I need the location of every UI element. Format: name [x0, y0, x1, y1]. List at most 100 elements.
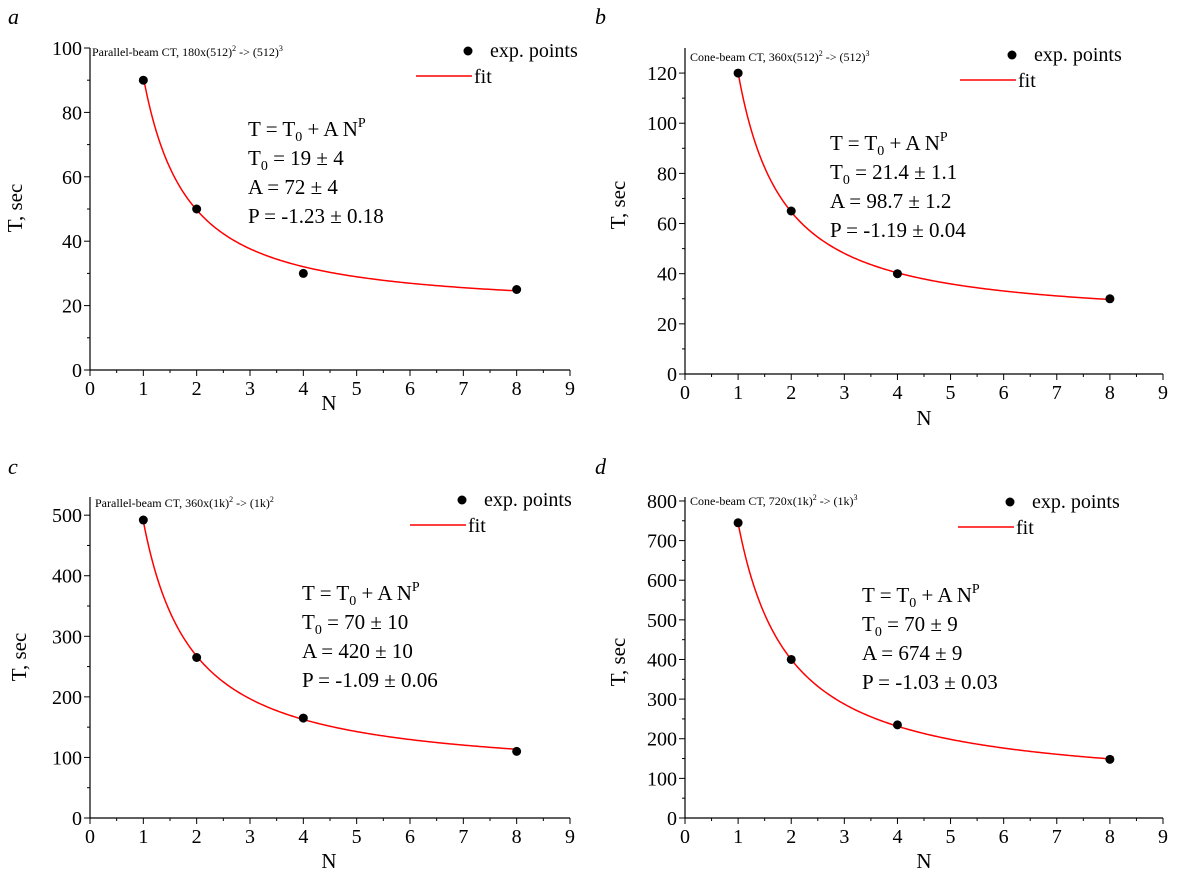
legend-label: fit [1016, 517, 1034, 539]
x-tick-label: 8 [1105, 826, 1115, 848]
y-axis-label: T, sec [606, 181, 630, 230]
x-tick-label: 4 [892, 382, 902, 404]
fit-t0: T0 = 70 ± 9 [862, 612, 958, 640]
y-tick-label: 600 [647, 570, 677, 592]
y-tick-label: 500 [52, 505, 82, 527]
y-tick-label: 100 [647, 768, 677, 790]
x-tick-label: 3 [839, 382, 849, 404]
x-tick-label: 7 [1052, 826, 1062, 848]
data-point [298, 268, 308, 278]
chart-title: Parallel-beam CT, 360x(1k)2 -> (1k)2 [95, 495, 274, 510]
y-axis-label: T, sec [606, 638, 630, 687]
x-tick-label: 9 [565, 826, 575, 848]
x-tick-label: 8 [512, 378, 522, 400]
y-tick-label: 200 [52, 687, 82, 709]
x-axis-label: N [916, 406, 931, 430]
y-tick-label: 40 [62, 231, 82, 253]
legend-label: exp. points [490, 40, 578, 62]
fit-p: P = -1.03 ± 0.03 [862, 670, 998, 694]
x-tick-label: 0 [680, 382, 690, 404]
data-point [786, 654, 796, 664]
y-tick-label: 80 [62, 102, 82, 124]
x-tick-label: 5 [352, 826, 362, 848]
chart-title: Cone-beam CT, 360x(512)2 -> (512)3 [690, 49, 870, 64]
y-tick-label: 400 [52, 566, 82, 588]
chart-panel-a: a 0 1 2 3 4 5 6 7 8 9 0 20 40 60 80 100 N T, sec Parallel-b… [3, 4, 578, 415]
x-tick-label: 1 [138, 826, 148, 848]
data-point [192, 653, 202, 662]
y-tick-label: 300 [647, 689, 677, 711]
x-tick-label: 2 [192, 378, 202, 400]
x-tick-label: 3 [245, 378, 255, 400]
y-axis-label: T, sec [3, 184, 27, 233]
x-tick-label: 4 [298, 378, 308, 400]
x-axis-label: N [916, 849, 931, 873]
data-point [1105, 294, 1115, 304]
legend-label: exp. points [484, 489, 572, 511]
x-tick-label: 9 [1158, 382, 1168, 404]
legend-label: fit [474, 66, 492, 88]
y-tick-label: 80 [657, 163, 677, 185]
fit-equation: T = T0 + A NP [830, 130, 948, 159]
x-tick-label: 7 [458, 826, 468, 848]
panel-letter: a [8, 4, 19, 29]
x-tick-label: 3 [839, 826, 849, 848]
y-tick-label: 100 [52, 747, 82, 769]
fit-p: P = -1.19 ± 0.04 [830, 218, 966, 242]
chart-title: Cone-beam CT, 720x(1k)2 -> (1k)3 [690, 493, 858, 508]
y-tick-label: 0 [72, 360, 82, 382]
x-tick-label: 7 [458, 378, 468, 400]
y-tick-label: 100 [52, 38, 82, 60]
chart-panel-d: d 0 1 2 3 4 5 6 7 8 9 0 100 200 300 400 500 600 700 800 N T, … [595, 454, 1168, 873]
legend-label: fit [1018, 70, 1036, 92]
data-point [138, 75, 148, 85]
legend-marker [1005, 497, 1015, 507]
y-tick-label: 20 [657, 314, 677, 336]
y-tick-label: 120 [647, 63, 677, 85]
x-axis-label: N [321, 391, 336, 415]
x-tick-label: 8 [1105, 382, 1115, 404]
data-point [786, 206, 796, 216]
y-tick-label: 0 [667, 364, 677, 386]
legend-label: exp. points [1034, 44, 1122, 66]
x-tick-label: 6 [405, 826, 415, 848]
fit-curve [737, 72, 1110, 301]
x-tick-label: 9 [1158, 826, 1168, 848]
x-tick-label: 9 [565, 378, 575, 400]
data-point [733, 518, 743, 528]
data-point [138, 515, 148, 525]
fit-a: A = 72 ± 4 [248, 175, 338, 199]
fit-p: P = -1.09 ± 0.06 [302, 668, 438, 692]
y-tick-label: 400 [647, 649, 677, 671]
x-tick-label: 2 [786, 382, 796, 404]
x-tick-label: 0 [680, 826, 690, 848]
x-tick-label: 1 [733, 826, 743, 848]
data-point [512, 746, 522, 756]
x-tick-label: 1 [733, 382, 743, 404]
fit-t0: T0 = 21.4 ± 1.1 [830, 160, 957, 188]
x-tick-label: 4 [298, 826, 308, 848]
y-tick-label: 800 [647, 491, 677, 513]
fit-a: A = 420 ± 10 [302, 639, 413, 663]
legend-marker [1007, 50, 1017, 60]
y-tick-label: 300 [52, 626, 82, 648]
x-tick-label: 5 [946, 382, 956, 404]
data-point [512, 285, 522, 294]
data-point [1105, 754, 1115, 764]
legend-marker [463, 46, 473, 56]
data-point [733, 68, 743, 78]
y-tick-label: 0 [72, 808, 82, 830]
y-tick-label: 500 [647, 610, 677, 632]
chart-title: Parallel-beam CT, 180x(512)2 -> (512)3 [92, 44, 283, 59]
y-tick-label: 40 [657, 264, 677, 286]
x-tick-label: 7 [1052, 382, 1062, 404]
x-tick-label: 4 [892, 826, 902, 848]
chart-panel-b: b 0 1 2 3 4 5 6 7 8 9 0 20 40 60 80 100 120 N T, sec Cone-be… [595, 4, 1168, 430]
legend-label: exp. points [1032, 491, 1120, 513]
x-tick-label: 1 [138, 378, 148, 400]
data-point [892, 720, 902, 730]
legend-label: fit [468, 515, 486, 537]
y-axis-label: T, sec [7, 633, 31, 682]
